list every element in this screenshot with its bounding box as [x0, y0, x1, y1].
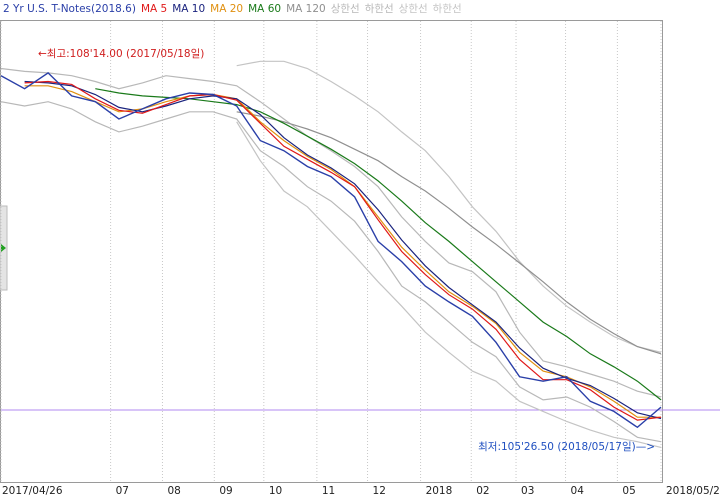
- legend-entry: MA 5: [141, 3, 167, 15]
- x-tick-label: 12: [373, 485, 386, 497]
- legend-entry: 상한선: [331, 3, 360, 15]
- legend-entry: MA 10: [172, 3, 205, 15]
- side-tab-arrow: [1, 244, 6, 252]
- legend-entry: 2 Yr U.S. T-Notes(2018.6): [3, 3, 136, 15]
- annotation: 최저:105'26.50 (2018/05/17일)—>: [478, 440, 655, 453]
- series-line: [236, 60, 662, 353]
- x-tick-label: 04: [571, 485, 585, 497]
- series-line: [0, 72, 662, 429]
- series-line: [236, 121, 662, 448]
- x-tick-label: 2017/04/26: [2, 485, 63, 497]
- x-tick-label: 03: [521, 485, 534, 497]
- x-tick-label: 09: [219, 485, 232, 497]
- x-tick-label: 08: [167, 485, 180, 497]
- legend-entry: 하한선: [365, 2, 394, 15]
- x-tick-label: 2018: [426, 485, 453, 497]
- legend-entry: MA 20: [210, 3, 243, 15]
- legend-entry: 하한선: [433, 2, 462, 15]
- series-line: [0, 67, 662, 398]
- annotation: ←최고:108'14.00 (2017/05/18일): [38, 47, 204, 60]
- x-tick-label: 11: [322, 485, 335, 497]
- x-tick-label: 2018/05/25: [666, 485, 720, 497]
- x-tick-label: 07: [116, 485, 129, 497]
- x-tick-label: 02: [476, 485, 489, 497]
- series-line: [0, 101, 662, 443]
- legend-entry: 상한선: [399, 3, 428, 15]
- series-line: [24, 80, 662, 420]
- legend-entry: MA 120: [286, 3, 326, 15]
- legend-entry: MA 60: [248, 3, 281, 15]
- x-tick-label: 10: [269, 485, 282, 497]
- series-line: [24, 85, 661, 418]
- x-tick-label: 05: [622, 485, 635, 497]
- series-line: [236, 111, 662, 355]
